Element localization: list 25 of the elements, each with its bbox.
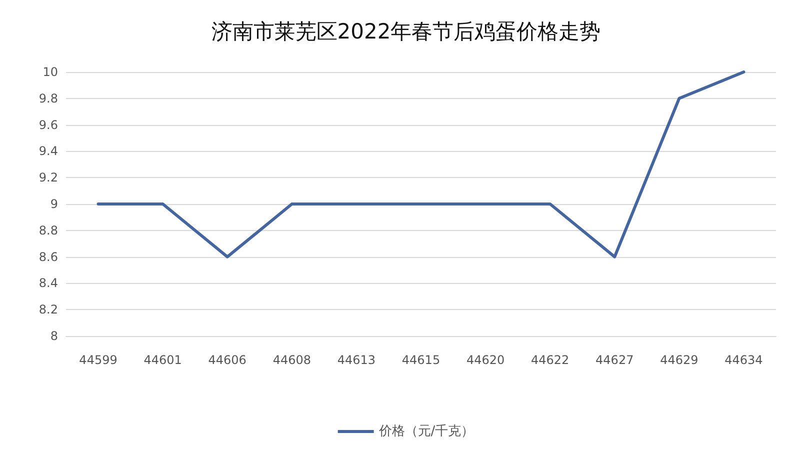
y-tick-label: 9.6 [38, 118, 58, 132]
x-tick-label: 44613 [337, 353, 376, 367]
x-tick-label: 44601 [144, 353, 182, 367]
line-series [96, 70, 746, 258]
x-tick-label: 44599 [79, 353, 118, 367]
y-tick-label: 9 [50, 197, 58, 211]
x-tick-label: 44634 [724, 353, 763, 367]
y-tick-label: 9.8 [38, 91, 58, 106]
x-tick-label: 44622 [530, 353, 570, 367]
y-tick-label: 8.4 [38, 276, 58, 290]
y-tick-label: 8.6 [38, 250, 58, 264]
y-tick-label: 9.4 [38, 144, 58, 158]
x-tick-label: 44620 [466, 353, 505, 367]
y-tick-label: 8.2 [38, 302, 58, 317]
x-tick-label: 44629 [660, 353, 698, 367]
x-tick-label: 44627 [596, 353, 634, 367]
y-tick-label: 9.2 [38, 170, 58, 185]
y-tick-label: 8 [50, 329, 58, 343]
y-tick-label: 8.8 [38, 223, 58, 238]
chart-title: 济南市莱芜区2022年春节后鸡蛋价格走势 [211, 20, 601, 44]
legend-label: 价格（元/千克） [378, 424, 474, 439]
x-tick-label: 44615 [402, 353, 440, 367]
y-tick-label: 10 [42, 65, 58, 79]
x-tick-label: 44608 [272, 353, 312, 367]
x-tick-label: 44606 [208, 353, 246, 367]
